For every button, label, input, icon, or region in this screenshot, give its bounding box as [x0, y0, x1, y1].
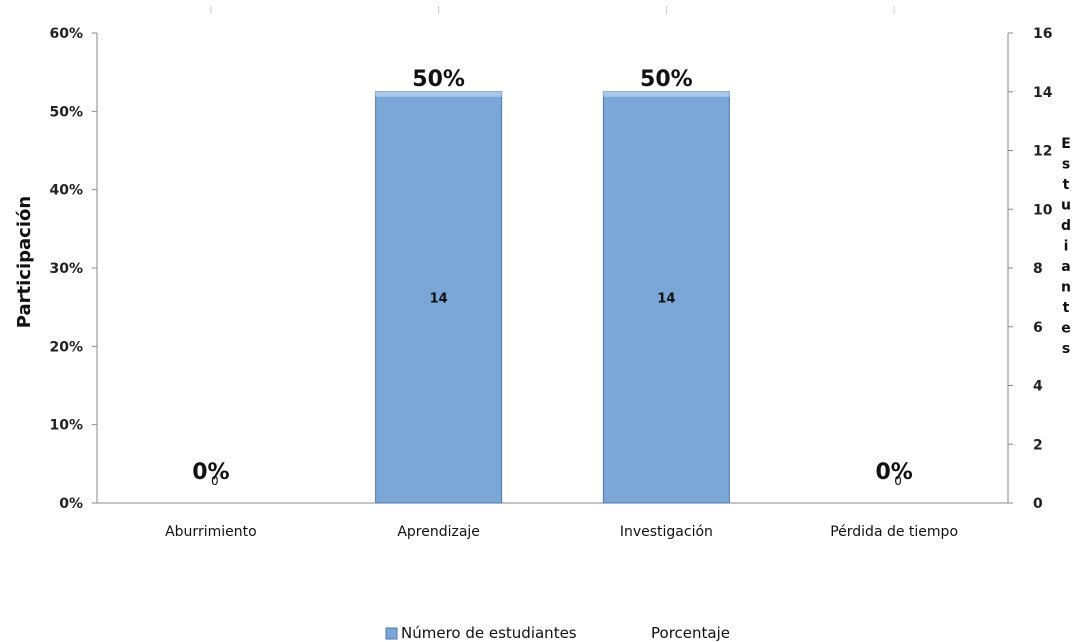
y-tick-label: 40%: [49, 183, 83, 199]
bar-value-label: 0: [894, 474, 902, 488]
top-tick-marks: [210, 6, 895, 14]
category-label: Aprendizaje: [397, 524, 480, 540]
y-axis-ticks: 0% 10% 20% 30% 40% 50% 60%: [49, 26, 97, 512]
percent-label: 50%: [412, 67, 465, 92]
y2-tick-label: 2: [1033, 437, 1043, 453]
bar-top-highlight: [375, 91, 502, 97]
legend-swatch-students: [385, 627, 398, 640]
percent-labels: 0% 50% 50% 0%: [192, 67, 913, 485]
percent-label: 0%: [192, 460, 229, 485]
y2-tick-label: 6: [1033, 320, 1043, 336]
y2-tick-label: 8: [1033, 261, 1043, 277]
y2-tick-label: 0: [1033, 496, 1043, 512]
y-axis-label: Participación: [14, 196, 35, 328]
bar-value-label: 0: [211, 474, 219, 488]
bars-group: 0 14 14 0: [211, 91, 902, 504]
legend: Número de estudiantes Porcentaje: [385, 624, 730, 642]
y2-tick-label: 12: [1033, 144, 1052, 160]
category-labels: Aburrimiento Aprendizaje Investigación Pérd…: [165, 524, 958, 540]
category-label: Aburrimiento: [165, 524, 257, 540]
category-label: Pérdida de tiempo: [830, 524, 958, 540]
y-tick-label: 50%: [49, 104, 83, 120]
bar-investigación: [602, 91, 730, 504]
percent-label: 50%: [640, 67, 693, 92]
category-label: Investigación: [620, 524, 713, 540]
y2-tick-label: 4: [1033, 379, 1043, 395]
y-tick-label: 30%: [49, 261, 83, 277]
percent-label: 0%: [875, 460, 912, 485]
y-tick-label: 20%: [49, 339, 83, 355]
y-tick-label: 60%: [49, 26, 83, 42]
y2-tick-label: 16: [1033, 26, 1052, 42]
bar-value-label: 14: [657, 291, 675, 306]
y2-tick-label: 10: [1033, 202, 1053, 218]
y2-axis-ticks: 0 2 4 6 8 10 12 14 16: [1008, 26, 1053, 512]
y-tick-label: 0%: [59, 496, 83, 512]
y-tick-label: 10%: [49, 418, 83, 434]
bar-value-label: 14: [430, 291, 448, 306]
legend-label-percentage: Porcentaje: [651, 624, 730, 642]
legend-label-students: Número de estudiantes: [401, 624, 577, 642]
y2-tick-label: 14: [1033, 85, 1053, 101]
bar-top-highlight: [603, 91, 730, 97]
bar-aprendizaje: [375, 91, 503, 504]
